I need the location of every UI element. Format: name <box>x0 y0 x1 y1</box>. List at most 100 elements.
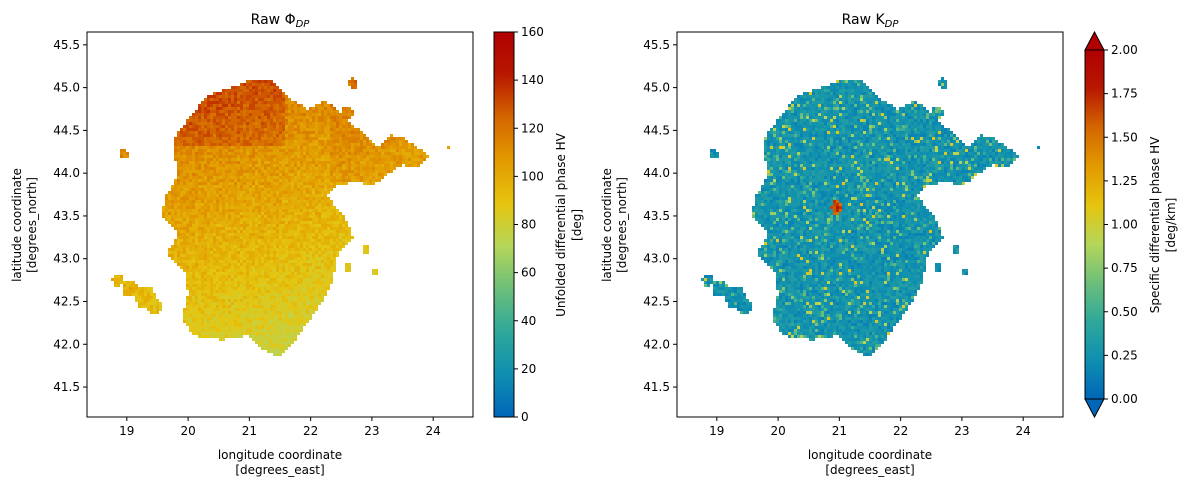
y-tick-label: 43.5 <box>53 209 80 223</box>
field-cells <box>770 89 998 353</box>
colorbar-tick-label: 60 <box>521 266 536 280</box>
x-tick-label: 19 <box>119 424 134 438</box>
colorbar-tick-label: 140 <box>521 73 544 87</box>
colorbar-tick-label: 0.50 <box>1111 305 1138 319</box>
phidp-title: Raw ΦDP <box>251 12 311 30</box>
phidp-panel: Raw ΦDP 19 20 21 22 23 24 41.5 42.0 42.5 43.0 43.… <box>10 12 584 477</box>
y-tick-label: 44.5 <box>53 123 80 137</box>
kdp-field <box>701 77 1040 356</box>
x-tick-label: 22 <box>893 424 908 438</box>
field-cells <box>704 80 1016 353</box>
y-tick-label: 44.5 <box>643 123 670 137</box>
x-tick-label: 24 <box>426 424 441 438</box>
phidp-colorbar-units: [deg] <box>570 209 584 241</box>
y-tick-label: 43.5 <box>643 209 670 223</box>
field-cells <box>833 200 842 209</box>
field-cells <box>833 200 842 215</box>
phidp-ylabel: latitude coordinate <box>10 168 24 282</box>
kdp-colorbar-label: Specific differential phase HV <box>1148 136 1162 313</box>
field-cells <box>123 209 378 347</box>
field-cells <box>701 80 1016 353</box>
kdp-xlabel: longitude coordinate <box>808 448 932 462</box>
phidp-colorbar-label: Unfolded differential phase HV <box>554 132 568 317</box>
kdp-colorbar-extend-max <box>1084 30 1105 51</box>
phidp-y-ticks: 41.5 42.0 42.5 43.0 43.5 44.0 44.5 45.0 45.5 <box>53 38 87 394</box>
kdp-ylabel-units: [degrees_north] <box>615 177 629 273</box>
field-cells <box>174 80 357 146</box>
y-tick-label: 45.0 <box>53 81 80 95</box>
phidp-colorbar <box>493 31 515 418</box>
kdp-ylabel: latitude coordinate <box>600 168 614 282</box>
x-tick-label: 21 <box>242 424 257 438</box>
y-tick-label: 45.5 <box>53 38 80 52</box>
kdp-panel: Raw KDP 19 20 21 22 23 24 41.5 42.0 42.5 43.0 43.… <box>600 12 1178 477</box>
colorbar-tick-label: 100 <box>521 169 544 183</box>
field-cells <box>180 80 285 143</box>
field-cells <box>707 80 1019 356</box>
colorbar-tick-label: 80 <box>521 218 536 232</box>
field-cells <box>836 209 839 212</box>
y-tick-label: 44.0 <box>643 166 670 180</box>
kdp-xlabel-units: [degrees_east] <box>825 463 914 477</box>
colorbar-tick-label: 0.00 <box>1111 392 1138 406</box>
y-tick-label: 41.5 <box>643 380 670 394</box>
y-tick-label: 42.0 <box>643 337 670 351</box>
field-cells <box>731 83 1004 350</box>
x-tick-label: 20 <box>180 424 195 438</box>
field-cells <box>836 206 839 209</box>
y-tick-label: 45.0 <box>643 81 670 95</box>
field-cells <box>273 350 279 356</box>
x-tick-label: 24 <box>1016 424 1031 438</box>
kdp-x-ticks: 19 20 21 22 23 24 <box>709 417 1031 438</box>
colorbar-tick-label: 160 <box>521 25 544 39</box>
y-tick-label: 43.0 <box>643 252 670 266</box>
kdp-colorbar-ticks: 0.00 0.25 0.50 0.75 1.00 1.25 1.50 1.75 2.00 <box>1104 43 1138 406</box>
y-tick-label: 42.0 <box>53 337 80 351</box>
colorbar-tick-label: 0.75 <box>1111 261 1138 275</box>
colorbar-tick-label: 40 <box>521 314 536 328</box>
y-tick-label: 42.5 <box>53 295 80 309</box>
colorbar-tick-label: 20 <box>521 362 536 376</box>
kdp-colorbar-extend-min <box>1084 398 1105 419</box>
y-tick-label: 44.0 <box>53 166 80 180</box>
field-cells <box>114 158 369 323</box>
kdp-axes-frame <box>676 31 1064 418</box>
field-cells <box>111 104 450 290</box>
y-tick-label: 42.5 <box>643 295 670 309</box>
field-cells <box>153 233 375 350</box>
x-tick-label: 20 <box>770 424 785 438</box>
x-tick-label: 22 <box>303 424 318 438</box>
colorbar-tick-label: 1.25 <box>1111 174 1138 188</box>
kdp-colorbar <box>1085 50 1104 399</box>
phidp-xlabel-units: [degrees_east] <box>235 463 324 477</box>
x-tick-label: 23 <box>954 424 969 438</box>
kdp-colorbar-units: [deg/km] <box>1164 198 1178 253</box>
field-cells <box>180 80 357 146</box>
phidp-colorbar-ticks: 0 20 40 60 80 100 120 140 160 <box>514 25 544 424</box>
phidp-axes-frame <box>86 31 474 418</box>
colorbar-tick-label: 0 <box>521 410 529 424</box>
x-tick-label: 23 <box>364 424 379 438</box>
phidp-ylabel-units: [degrees_north] <box>25 177 39 273</box>
y-tick-label: 41.5 <box>53 380 80 394</box>
colorbar-tick-label: 120 <box>521 121 544 135</box>
field-cells <box>123 98 420 236</box>
colorbar-tick-label: 2.00 <box>1111 43 1138 57</box>
field-cells <box>833 206 836 212</box>
field-cells <box>114 134 429 308</box>
phidp-x-ticks: 19 20 21 22 23 24 <box>119 417 441 438</box>
colorbar-tick-label: 1.50 <box>1111 130 1138 144</box>
y-tick-label: 45.5 <box>643 38 670 52</box>
field-cells <box>189 272 375 353</box>
phidp-xlabel: longitude coordinate <box>218 448 342 462</box>
kdp-title: Raw KDP <box>842 12 900 30</box>
kdp-y-ticks: 41.5 42.0 42.5 43.0 43.5 44.0 44.5 45.0 45.5 <box>643 38 677 394</box>
colorbar-tick-label: 1.75 <box>1111 87 1138 101</box>
field-cells <box>210 299 318 356</box>
colorbar-tick-label: 0.25 <box>1111 348 1138 362</box>
x-tick-label: 19 <box>709 424 724 438</box>
y-tick-label: 43.0 <box>53 252 80 266</box>
x-tick-label: 21 <box>832 424 847 438</box>
phidp-field <box>111 77 450 356</box>
